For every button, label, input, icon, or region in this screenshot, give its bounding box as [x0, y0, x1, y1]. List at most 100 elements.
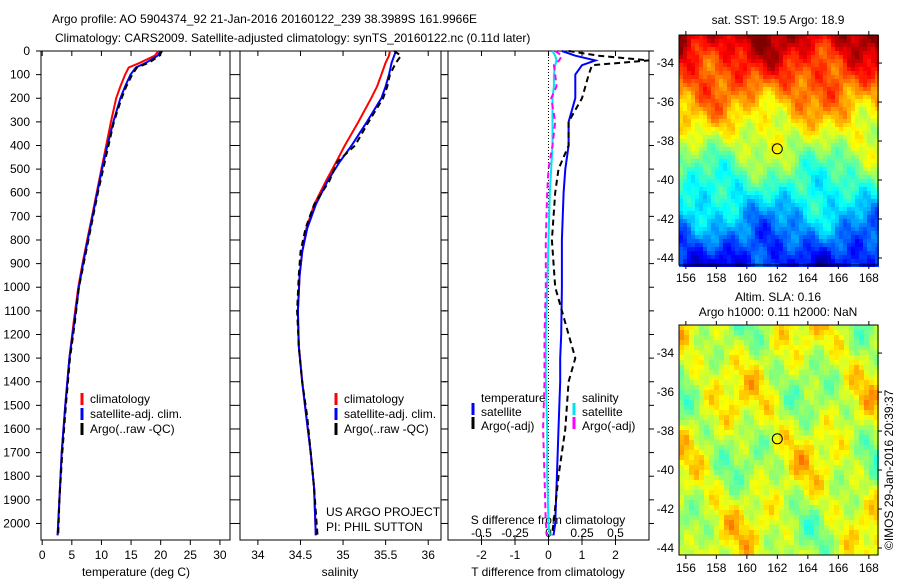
map-cell: [747, 199, 751, 203]
map-cell: [809, 335, 814, 340]
map-cell: [763, 119, 767, 123]
map-cell: [807, 75, 811, 79]
map-cell: [763, 175, 767, 179]
map-cell: [859, 151, 863, 155]
map-cell: [747, 187, 751, 191]
map-cell: [759, 43, 763, 47]
legend-climatology: climatology: [90, 392, 150, 406]
map-cell: [719, 480, 724, 485]
x2-tick-label: 0.25: [570, 526, 594, 540]
map-cell: [755, 51, 759, 55]
map-cell: [704, 545, 709, 550]
map-cell: [751, 167, 755, 171]
map-cell: [679, 385, 684, 390]
map-cell: [867, 259, 871, 263]
map-cell: [864, 540, 869, 545]
map-cell: [679, 47, 683, 51]
map-cell: [794, 475, 799, 480]
x-tick-label: 156: [676, 271, 696, 285]
map-cell: [689, 460, 694, 465]
map-cell: [739, 450, 744, 455]
map-cell: [689, 345, 694, 350]
map-cell: [704, 500, 709, 505]
map-cell: [774, 375, 779, 380]
map-cell: [694, 340, 699, 345]
map-cell: [743, 139, 747, 143]
map-cell: [839, 35, 843, 39]
map-cell: [715, 83, 719, 87]
map-cell: [784, 460, 789, 465]
map-cell: [695, 219, 699, 223]
map-cell: [727, 235, 731, 239]
title-line-1: Argo profile: AO 5904374_92 21-Jan-2016 …: [52, 12, 477, 26]
map-cell: [864, 460, 869, 465]
map-cell: [847, 187, 851, 191]
map-cell: [864, 400, 869, 405]
map-cell: [871, 79, 875, 83]
map-cell: [867, 191, 871, 195]
map-cell: [799, 127, 803, 131]
map-cell: [679, 207, 683, 211]
map-cell: [831, 143, 835, 147]
map-cell: [689, 380, 694, 385]
map-cell: [787, 259, 791, 263]
map-cell: [729, 415, 734, 420]
map-cell: [731, 75, 735, 79]
map-cell: [807, 91, 811, 95]
map-cell: [759, 183, 763, 187]
map-cell: [839, 75, 843, 79]
map-cell: [791, 95, 795, 99]
map-cell: [831, 95, 835, 99]
map-cell: [707, 159, 711, 163]
map-cell: [871, 107, 875, 111]
map-cell: [804, 385, 809, 390]
map-cell: [811, 35, 815, 39]
map-cell: [703, 91, 707, 95]
map-cell: [807, 227, 811, 231]
map-cell: [731, 255, 735, 259]
map-cell: [784, 440, 789, 445]
map-cell: [779, 55, 783, 59]
map-cell: [839, 247, 843, 251]
map-cell: [709, 470, 714, 475]
map-cell: [799, 415, 804, 420]
map-cell: [719, 395, 724, 400]
map-cell: [859, 127, 863, 131]
map-cell: [863, 55, 867, 59]
map-cell: [771, 227, 775, 231]
map-cell: [854, 485, 859, 490]
map-cell: [709, 490, 714, 495]
map-cell: [715, 191, 719, 195]
map-cell: [807, 51, 811, 55]
map-cell: [843, 143, 847, 147]
map-cell: [834, 325, 839, 330]
map-cell: [855, 235, 859, 239]
map-cell: [819, 43, 823, 47]
map-cell: [787, 223, 791, 227]
map-cell: [863, 87, 867, 91]
map-cell: [687, 119, 691, 123]
map-cell: [779, 255, 783, 259]
map-cell: [775, 51, 779, 55]
map-cell: [787, 47, 791, 51]
map-cell: [764, 345, 769, 350]
map-cell: [815, 251, 819, 255]
map-cell: [804, 375, 809, 380]
map-cell: [731, 175, 735, 179]
map-cell: [729, 545, 734, 550]
map-cell: [749, 400, 754, 405]
map-cell: [724, 325, 729, 330]
map-cell: [747, 123, 751, 127]
map-cell: [727, 107, 731, 111]
map-cell: [859, 255, 863, 259]
map-cell: [809, 470, 814, 475]
map-cell: [729, 500, 734, 505]
map-cell: [791, 215, 795, 219]
map-cell: [847, 39, 851, 43]
map-cell: [859, 191, 863, 195]
map-cell: [751, 207, 755, 211]
map-cell: [743, 231, 747, 235]
map-cell: [814, 380, 819, 385]
map-cell: [755, 83, 759, 87]
map-cell: [735, 219, 739, 223]
